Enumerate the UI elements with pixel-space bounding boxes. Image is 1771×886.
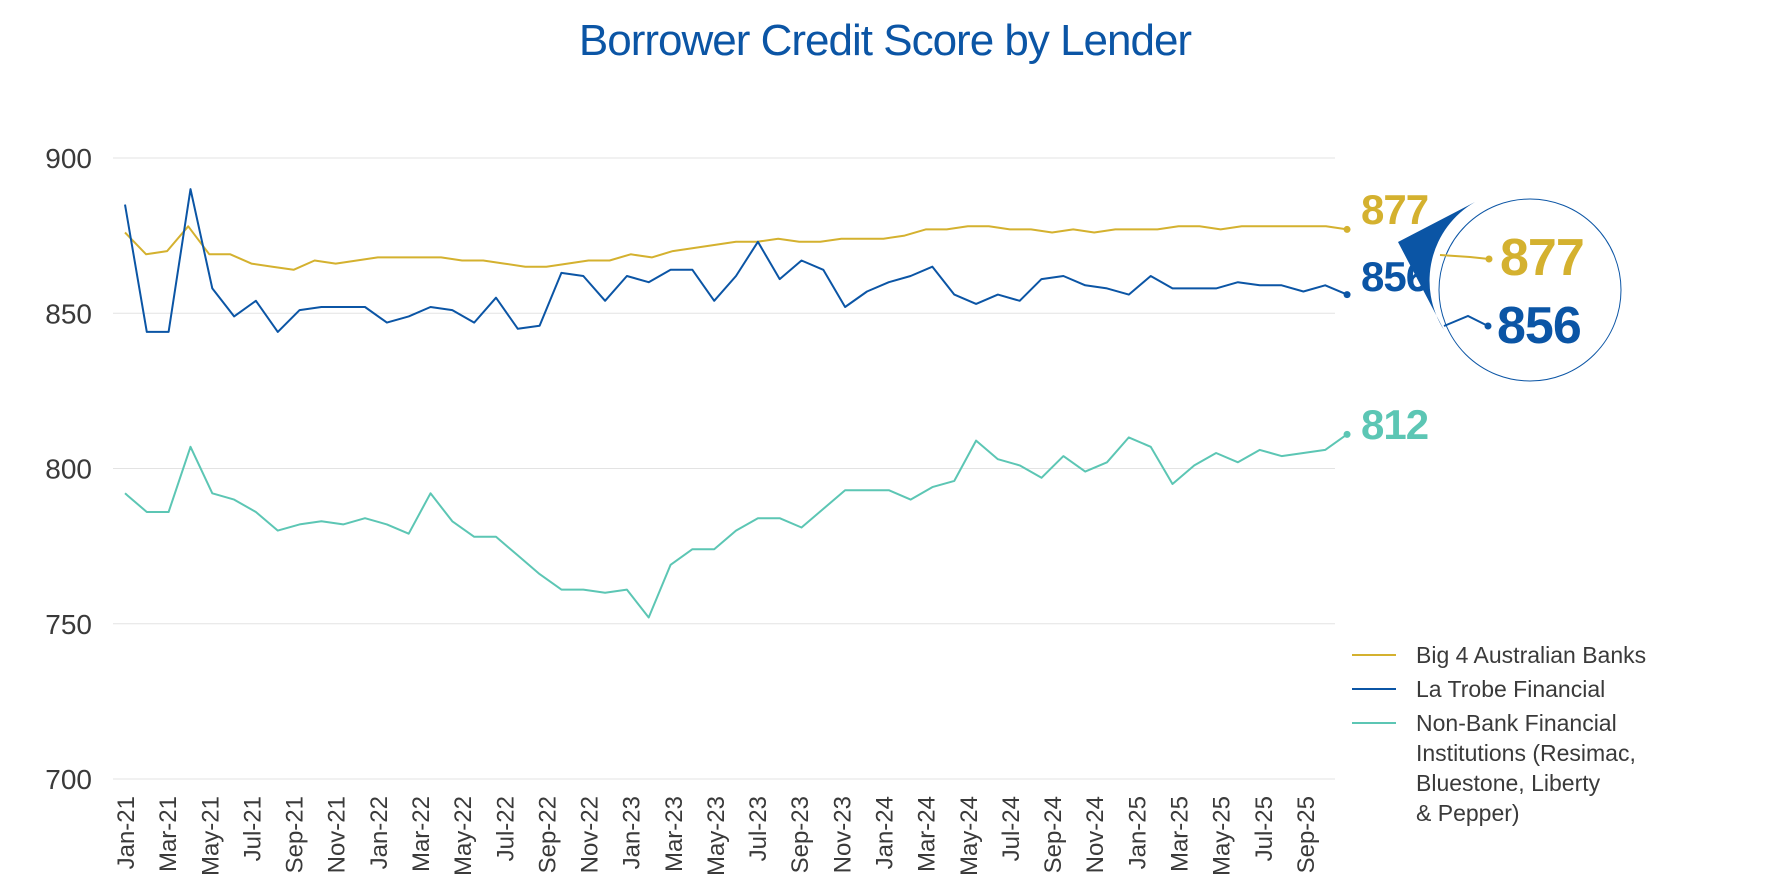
x-tick-label: May-22 xyxy=(450,796,477,876)
legend-label: La Trobe Financial xyxy=(1416,676,1605,702)
legend-label: Bluestone, Liberty xyxy=(1416,770,1601,796)
x-tick-label: May-21 xyxy=(197,796,224,876)
x-tick-label: Jul-24 xyxy=(998,796,1025,861)
gridlines xyxy=(113,157,1335,780)
x-tick-label: Sep-21 xyxy=(282,796,309,873)
x-tick-label: Jan-22 xyxy=(366,796,393,869)
x-tick-label: May-24 xyxy=(956,796,983,876)
legend-label: Non-Bank Financial xyxy=(1416,710,1617,736)
zoom-series-marker xyxy=(1484,322,1492,330)
y-tick-label: 800 xyxy=(45,454,92,485)
x-tick-label: Jul-21 xyxy=(239,796,266,861)
x-tick-label: Sep-24 xyxy=(1040,796,1067,873)
legend-label: & Pepper) xyxy=(1416,800,1520,826)
zoom-label: 856 xyxy=(1497,297,1581,355)
x-tick-label: Nov-21 xyxy=(324,796,351,873)
zoom-pointer xyxy=(1398,202,1475,330)
legend-label: Big 4 Australian Banks xyxy=(1416,642,1646,668)
y-axis: 900 850 800 750 700 xyxy=(45,143,92,795)
x-tick-label: Sep-22 xyxy=(534,796,561,873)
legend-label: Institutions (Resimac, xyxy=(1416,740,1636,766)
series-line xyxy=(124,188,1348,333)
series-end-label: 812 xyxy=(1361,401,1428,448)
x-tick-label: Nov-23 xyxy=(829,796,856,873)
zoom-circle xyxy=(1438,198,1622,382)
series-lines xyxy=(124,188,1351,619)
y-tick-label: 900 xyxy=(45,143,92,174)
x-tick-label: May-23 xyxy=(703,796,730,876)
legend: Big 4 Australian Banks La Trobe Financial… xyxy=(1352,642,1646,826)
x-axis: Jan-21 Mar-21 May-21 Jul-21 Sep-21 Nov-21 Jan-… xyxy=(113,796,1320,876)
zoom-series-marker xyxy=(1485,255,1493,263)
series-end-marker xyxy=(1343,291,1351,299)
x-tick-label: Mar-22 xyxy=(408,796,435,872)
chart-title: Borrower Credit Score by Lender xyxy=(579,16,1192,65)
y-tick-label: 850 xyxy=(45,298,92,329)
x-tick-label: Jul-25 xyxy=(1251,796,1278,861)
series-end-marker xyxy=(1343,430,1351,438)
x-tick-label: Sep-25 xyxy=(1293,796,1320,873)
x-tick-label: Jan-24 xyxy=(872,796,899,869)
x-tick-label: Nov-24 xyxy=(1082,796,1109,873)
x-tick-label: Mar-23 xyxy=(661,796,688,872)
x-tick-label: Mar-25 xyxy=(1167,796,1194,872)
x-tick-label: Jul-23 xyxy=(745,796,772,861)
series-line xyxy=(124,433,1348,619)
zoom-series-line xyxy=(1439,254,1490,260)
x-tick-label: Nov-22 xyxy=(577,796,604,873)
series-end-label: 877 xyxy=(1361,186,1428,233)
series-line xyxy=(124,225,1348,271)
x-tick-label: Mar-24 xyxy=(914,796,941,872)
y-tick-label: 750 xyxy=(45,609,92,640)
zoom-series-line xyxy=(1443,314,1489,327)
x-tick-label: Jul-22 xyxy=(492,796,519,861)
x-tick-label: Mar-21 xyxy=(155,796,182,872)
x-tick-label: May-25 xyxy=(1209,796,1236,876)
zoom-label: 877 xyxy=(1500,229,1584,287)
x-tick-label: Jan-21 xyxy=(113,796,140,869)
x-tick-label: Jan-25 xyxy=(1124,796,1151,869)
series-end-marker xyxy=(1343,225,1351,233)
x-tick-label: Jan-23 xyxy=(619,796,646,869)
x-tick-label: Sep-23 xyxy=(787,796,814,873)
y-tick-label: 700 xyxy=(45,764,92,795)
